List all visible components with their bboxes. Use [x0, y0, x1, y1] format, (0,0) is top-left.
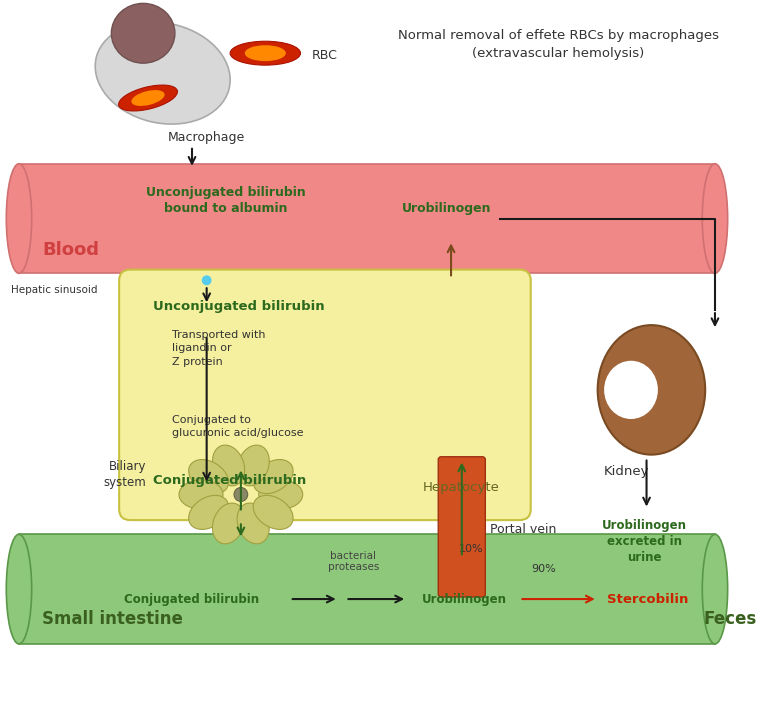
- FancyBboxPatch shape: [119, 270, 531, 520]
- Bar: [19, 534, 715, 644]
- Text: Biliary
system: Biliary system: [104, 460, 146, 489]
- Text: bacterial
proteases: bacterial proteases: [328, 551, 379, 572]
- Ellipse shape: [230, 42, 300, 65]
- Text: Feces: Feces: [703, 610, 756, 628]
- Ellipse shape: [253, 460, 293, 493]
- Ellipse shape: [118, 85, 177, 111]
- Ellipse shape: [702, 164, 727, 274]
- Text: Normal removal of effete RBCs by macrophages
(extravascular hemolysis): Normal removal of effete RBCs by macroph…: [398, 29, 719, 60]
- Text: Unconjugated bilirubin: Unconjugated bilirubin: [153, 300, 325, 313]
- Text: Conjugated bilirubin: Conjugated bilirubin: [124, 593, 260, 606]
- Text: Hepatic sinusoid: Hepatic sinusoid: [12, 285, 98, 295]
- Text: Hepatocyte: Hepatocyte: [423, 481, 500, 495]
- FancyBboxPatch shape: [439, 457, 485, 597]
- Ellipse shape: [95, 22, 230, 124]
- Ellipse shape: [253, 495, 293, 529]
- Ellipse shape: [189, 495, 229, 529]
- Text: Urobilinogen: Urobilinogen: [422, 593, 507, 606]
- Bar: [19, 164, 715, 274]
- Text: Urobilinogen: Urobilinogen: [402, 202, 491, 215]
- Ellipse shape: [245, 45, 286, 61]
- Ellipse shape: [702, 534, 727, 644]
- Ellipse shape: [237, 445, 270, 486]
- Text: Stercobilin: Stercobilin: [607, 593, 689, 606]
- Ellipse shape: [213, 503, 245, 544]
- Ellipse shape: [111, 4, 175, 63]
- Text: 10%: 10%: [458, 544, 484, 554]
- Text: Portal vein: Portal vein: [490, 523, 557, 536]
- Ellipse shape: [259, 480, 303, 509]
- Text: Blood: Blood: [42, 241, 99, 259]
- Text: Conjugated to
glucuronic acid/glucose: Conjugated to glucuronic acid/glucose: [173, 415, 304, 438]
- Text: Transported with
ligandin or
Z protein: Transported with ligandin or Z protein: [173, 330, 266, 367]
- Ellipse shape: [604, 361, 658, 419]
- Ellipse shape: [237, 503, 270, 544]
- Ellipse shape: [213, 445, 245, 486]
- Text: Macrophage: Macrophage: [168, 131, 245, 144]
- Ellipse shape: [598, 325, 705, 455]
- Text: Unconjugated bilirubin
bound to albumin: Unconjugated bilirubin bound to albumin: [147, 186, 306, 215]
- Ellipse shape: [234, 488, 248, 501]
- Text: Conjugated bilirubin: Conjugated bilirubin: [153, 475, 306, 488]
- Ellipse shape: [179, 480, 223, 509]
- Ellipse shape: [202, 276, 211, 285]
- Ellipse shape: [189, 460, 229, 493]
- Ellipse shape: [6, 534, 31, 644]
- Text: Urobilinogen
excreted in
urine: Urobilinogen excreted in urine: [602, 519, 687, 564]
- Text: RBC: RBC: [313, 49, 338, 62]
- Ellipse shape: [6, 164, 31, 274]
- Text: Small intestine: Small intestine: [42, 610, 184, 628]
- Ellipse shape: [131, 90, 164, 106]
- Text: 90%: 90%: [531, 564, 556, 574]
- Text: Kidney: Kidney: [604, 465, 650, 478]
